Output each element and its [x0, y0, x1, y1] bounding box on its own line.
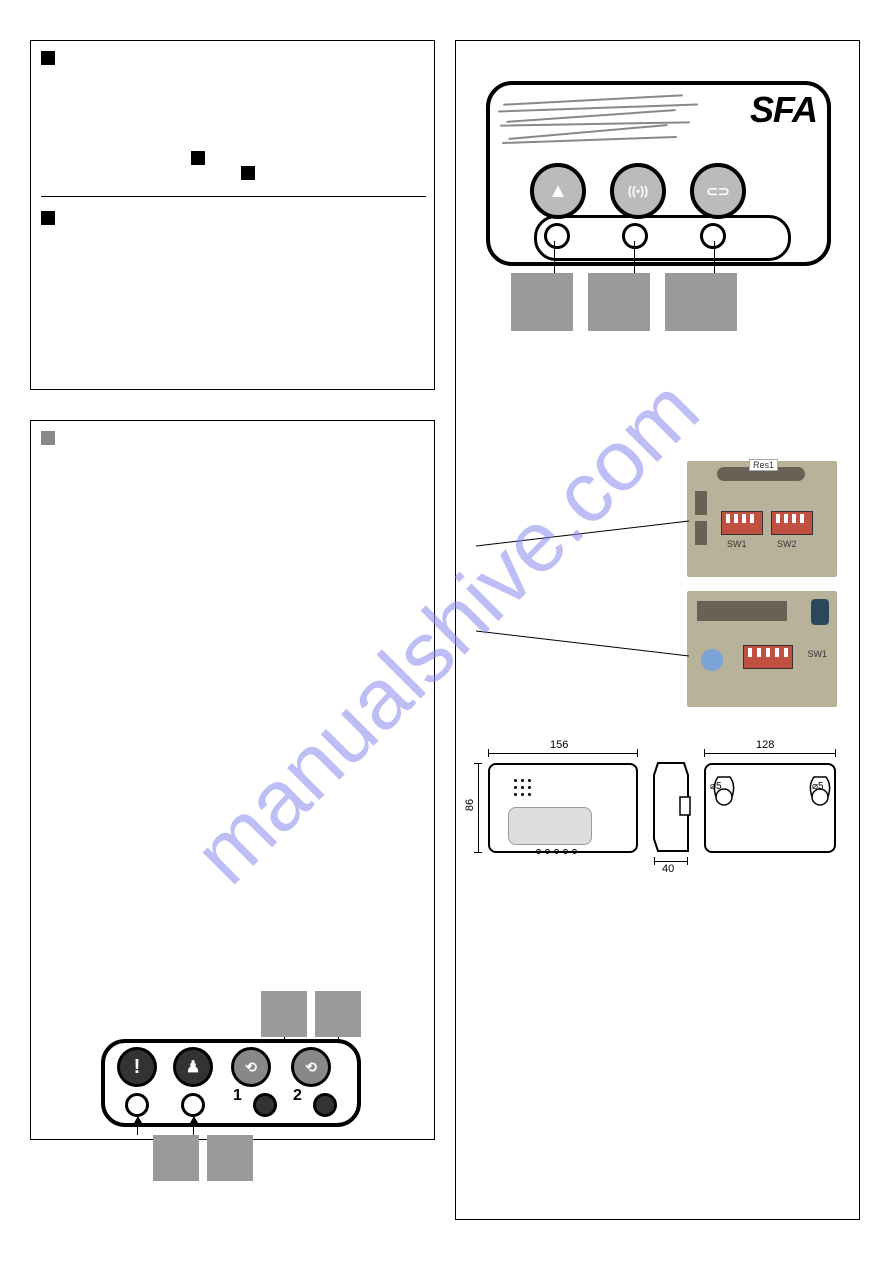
alarm-icon: ! — [134, 1056, 141, 1079]
sfa-label-blocks — [511, 273, 737, 331]
pcb-photo-receiver: Res1 SW1 SW2 — [687, 461, 837, 577]
pump-number: 1 — [233, 1087, 242, 1105]
alarm-icon: ▲ — [548, 180, 568, 203]
arrow-up — [193, 1117, 194, 1135]
grey-label-block — [207, 1135, 253, 1181]
side-view — [654, 763, 688, 853]
dim-label: 40 — [662, 863, 674, 875]
dimension-drawings: 156 86 40 — [476, 741, 846, 911]
status-led-dark — [313, 1093, 337, 1117]
leader-line — [714, 241, 715, 273]
grey-label-block — [261, 991, 307, 1037]
divider — [41, 196, 426, 197]
dim-label: 86 — [464, 799, 476, 811]
status-led-dark — [253, 1093, 277, 1117]
front-view — [488, 763, 638, 853]
link-button: ⊂⊃ — [690, 163, 746, 219]
back-view — [704, 763, 836, 853]
alarm-button: ! — [117, 1047, 157, 1087]
pump-icon: ⟲ — [305, 1059, 317, 1076]
presence-button: ♟ — [173, 1047, 213, 1087]
panel-mid-left: ! ♟ ⟲ 1 ⟲ 2 — [30, 420, 435, 1140]
display-area — [508, 807, 592, 845]
status-led — [700, 223, 726, 249]
grey-label-block — [511, 273, 573, 331]
pcb-label: SW1 — [807, 649, 827, 659]
panel-top-left — [30, 40, 435, 390]
signal-icon: ((•)) — [628, 184, 648, 198]
list-marker — [41, 431, 55, 445]
swoosh-graphic — [498, 93, 708, 153]
signal-button: ((•)) — [610, 163, 666, 219]
dim-label: 128 — [756, 739, 774, 751]
button-row: ▲ ((•)) ⊂⊃ — [530, 163, 746, 219]
pump2-button: ⟲ 2 — [291, 1047, 331, 1087]
status-led — [181, 1093, 205, 1117]
arrow-up — [137, 1117, 138, 1135]
dim-line — [478, 763, 479, 853]
list-marker — [241, 166, 255, 180]
label-blocks-top — [261, 991, 361, 1037]
grey-label-block — [153, 1135, 199, 1181]
led-row — [544, 223, 726, 249]
pcb-photo-transmitter: SW1 — [687, 591, 837, 707]
pump-number: 2 — [293, 1087, 302, 1105]
dim-label: 156 — [550, 739, 568, 751]
pcb-label: SW1 — [727, 539, 747, 549]
grey-label-block — [665, 273, 737, 331]
leader-line — [634, 241, 635, 273]
pump-icon: ⟲ — [245, 1059, 257, 1076]
led-row — [536, 849, 577, 854]
pump1-button: ⟲ 1 — [231, 1047, 271, 1087]
presence-icon: ♟ — [186, 1057, 200, 1077]
pcb-label: SW2 — [777, 539, 797, 549]
dim-label: ⌀5 — [710, 781, 722, 792]
dim-line — [704, 753, 836, 754]
speaker-icon — [514, 779, 534, 799]
status-led — [125, 1093, 149, 1117]
alarm-button: ▲ — [530, 163, 586, 219]
dim-line — [488, 753, 638, 754]
label-blocks-bottom — [153, 1135, 253, 1181]
pump-icon: ⊂⊃ — [706, 183, 729, 200]
sfa-logo: SFA — [750, 89, 817, 131]
dim-line — [654, 861, 688, 862]
list-marker — [191, 151, 205, 165]
pcb-label: Res1 — [749, 459, 778, 471]
grey-label-block — [315, 991, 361, 1037]
panel-right: SFA ▲ ((•)) ⊂⊃ Res1 — [455, 40, 860, 1220]
grey-label-block — [588, 273, 650, 331]
list-marker — [41, 211, 55, 225]
sfa-remote-diagram: SFA ▲ ((•)) ⊂⊃ — [486, 81, 831, 266]
status-led — [622, 223, 648, 249]
status-led — [544, 223, 570, 249]
leader-line — [554, 241, 555, 273]
control-panel-diagram: ! ♟ ⟲ 1 ⟲ 2 — [101, 991, 371, 1151]
list-marker — [41, 51, 55, 65]
dim-label: ⌀5 — [812, 781, 824, 792]
